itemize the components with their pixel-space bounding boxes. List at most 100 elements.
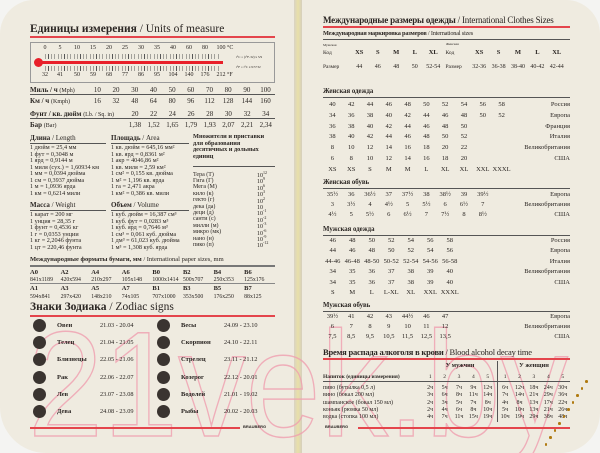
paper-cell: 105x148 — [121, 276, 143, 283]
size-table-title: Мужская одежда — [323, 226, 375, 233]
value-cell: 70 — [205, 86, 213, 94]
prefix-value: 10-2 — [257, 215, 266, 224]
fahrenheit-tick-label: 104 — [168, 72, 178, 78]
women-hours: 13ч — [529, 399, 539, 406]
heading-en: / Area — [142, 134, 160, 142]
women-hours: 19ч — [515, 414, 525, 421]
size-cell: XS — [347, 165, 356, 173]
size-cell: 48 — [423, 133, 430, 141]
title-ru: Знаки Зодиака — [30, 301, 107, 313]
size-cell: 12 — [385, 155, 393, 162]
thermometer-scale: 0 32 5 41 10 50 15 59 20 68 25 77 30 86 35 95 40 104 60 140… — [30, 42, 275, 83]
value-cell: 34 — [262, 110, 270, 118]
size-cell: 48 — [404, 101, 411, 108]
portion-header: 5 — [561, 374, 565, 380]
women-hours: 7ч — [502, 392, 509, 399]
size-table-title: Женская одежда — [323, 88, 374, 95]
value-cell: 1,52 — [147, 120, 160, 129]
portion-header: 3 — [457, 374, 461, 380]
exponent: 6 — [263, 182, 265, 188]
size-cell: 48 — [393, 64, 400, 70]
paper-row: A1 A3 A5 A7 B1 B3 B5 B7 — [30, 285, 275, 293]
paper-cell: B7 — [244, 285, 252, 293]
men-hours: 7ч — [470, 399, 477, 406]
paper-cell: B1 — [152, 285, 160, 293]
size-cell: 14 — [385, 144, 393, 152]
fahrenheit-tick-label: 59 — [90, 72, 96, 78]
exponent: -6 — [263, 227, 267, 233]
size-row: XS XS S M M L XL XL XXL XXXL — [323, 166, 511, 173]
multiplier-row: Тера (Т) 1012 — [193, 170, 275, 179]
size-cell: 35 — [349, 268, 356, 276]
left-page — [0, 0, 297, 453]
size-cell: S — [375, 49, 380, 56]
paper-cell: A7 — [121, 285, 130, 293]
row-label: Бар (Bar) — [30, 121, 126, 129]
divider — [111, 210, 189, 211]
size-cell: 3½ — [347, 201, 356, 209]
portion-header: 1 — [503, 374, 507, 380]
divider — [111, 143, 189, 144]
area-list: 1 кв. дюйм = 645,16 мм² 1 кв. ярд = 0,836… — [111, 144, 175, 197]
size-cell: 54 — [460, 101, 468, 108]
size-row: 34 35 36 37 38 39 40 — [323, 268, 460, 275]
portion-header: 1 — [428, 374, 432, 380]
size-cell: 52-54 — [403, 257, 419, 265]
zodiac-sign-icon — [33, 370, 46, 384]
base: 10 — [257, 192, 263, 199]
size-cell: 50 — [368, 237, 376, 244]
size-cell: 36 — [347, 191, 355, 198]
size-cell: 6 — [443, 201, 447, 209]
size-row: 39½ 41 42 43 44½ 46 47 — [323, 313, 455, 320]
size-row: 38 40 42 44 46 48 50 52 — [323, 133, 473, 140]
size-cell: 38 — [329, 133, 336, 141]
size-cell: 10 — [366, 155, 374, 162]
size-cell: 46 — [404, 133, 411, 141]
value-cell: 128 — [222, 96, 234, 105]
size-cell: 46 — [441, 111, 449, 119]
size-cell: 37 — [388, 268, 395, 276]
women-hours: 38ч — [543, 414, 553, 421]
divider — [193, 166, 275, 167]
label-ru: Км / ч — [30, 96, 50, 105]
value-cell: 60 — [187, 86, 195, 94]
divider — [323, 188, 570, 189]
size-cell: 18 — [441, 155, 449, 162]
multiplier-row: микро (мк) 10-6 — [193, 228, 275, 237]
multiplier-row: гекто (г) 102 — [193, 196, 275, 205]
size-cell: 56 — [427, 237, 434, 244]
size-cell: 11,5 — [402, 333, 414, 341]
prefix-name: гекто (г) — [193, 197, 215, 204]
size-cell: 52 — [407, 247, 415, 255]
title-ru: Единицы измерения — [30, 23, 137, 35]
conversion-line: 1 см = 0,3937 дюйма — [30, 176, 85, 184]
celsius-tick-label: 100 — [216, 45, 226, 51]
zodiac-name: Рыбы — [181, 408, 199, 415]
fahrenheit-tick-label: 41 — [57, 72, 63, 78]
exponent: 2 — [263, 195, 265, 201]
zodiac-name: Лев — [57, 390, 69, 398]
size-cell: 44 — [356, 64, 363, 70]
size-cell: 52-54 — [426, 64, 441, 70]
drink-name: шампанское (бокал 150 мл) — [323, 399, 394, 406]
prefix-value: 103 — [257, 189, 265, 198]
conversion-line: 1 акр = 4046,86 м² — [111, 157, 159, 164]
prefix-name: милли (м) — [193, 222, 219, 229]
size-cell: 41 — [347, 313, 355, 320]
size-cell: 52 — [498, 111, 505, 119]
multiplier-row: деци (д) 10-1 — [193, 208, 275, 217]
paper-cell: 88x125 — [244, 293, 262, 300]
zodiac-sign-icon — [157, 387, 170, 401]
women-hours: 13ч — [529, 406, 539, 413]
base: 10 — [257, 185, 263, 192]
exponent: -2 — [263, 214, 267, 220]
paper-cell: A2 — [60, 268, 69, 276]
women-label: Женская — [446, 42, 459, 46]
value-cell: 30 — [224, 110, 232, 118]
exponent: 9 — [263, 176, 265, 182]
country-label: Европа — [550, 111, 570, 119]
size-cell: 4½ — [384, 201, 393, 209]
paper-cell: 353x500 — [182, 293, 204, 300]
country-label: Европа — [550, 313, 570, 320]
base: 10 — [257, 217, 263, 224]
